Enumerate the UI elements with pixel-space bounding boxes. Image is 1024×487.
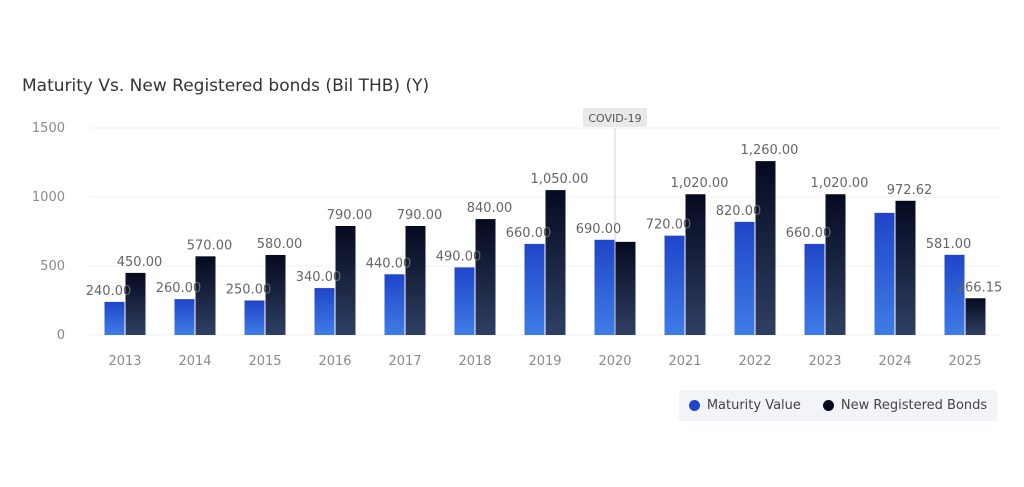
data-label: 240.00 bbox=[86, 284, 132, 299]
x-tick-label: 2021 bbox=[668, 354, 701, 369]
data-label: 490.00 bbox=[436, 249, 482, 264]
data-label: 580.00 bbox=[257, 237, 303, 252]
data-label: 660.00 bbox=[506, 226, 552, 241]
x-tick-label: 2017 bbox=[388, 354, 421, 369]
legend-item-maturity[interactable]: Maturity Value bbox=[688, 398, 801, 413]
data-label: 440.00 bbox=[366, 256, 412, 271]
legend-label-new-registered: New Registered Bonds bbox=[840, 398, 988, 413]
x-tick-label: 2022 bbox=[738, 354, 771, 369]
axes: 0 500 1000 1500 2013 2014 2015 2016 2017 2018 2019… bbox=[32, 121, 982, 369]
bar-maturity-value[interactable] bbox=[874, 212, 895, 335]
bar-maturity-value[interactable] bbox=[734, 221, 755, 335]
legend-dot-icon bbox=[822, 400, 834, 411]
bar-new-registered-bonds[interactable] bbox=[615, 241, 636, 335]
data-label: 1,020.00 bbox=[811, 176, 869, 191]
bar-maturity-value[interactable] bbox=[314, 288, 335, 335]
data-label: 250.00 bbox=[226, 283, 272, 298]
data-label: 1,050.00 bbox=[531, 172, 589, 187]
bar-maturity-value[interactable] bbox=[174, 299, 195, 335]
bar-maturity-value[interactable] bbox=[804, 243, 825, 335]
data-label: 690.00 bbox=[576, 222, 622, 237]
data-label: 260.00 bbox=[156, 281, 202, 296]
bar-maturity-value[interactable] bbox=[454, 267, 475, 335]
bar-new-registered-bonds[interactable] bbox=[965, 298, 986, 335]
chart-title: Maturity Vs. New Registered bonds (Bil T… bbox=[22, 76, 430, 96]
bar-new-registered-bonds[interactable] bbox=[125, 272, 146, 335]
bar-new-registered-bonds[interactable] bbox=[265, 254, 286, 335]
data-label: 660.00 bbox=[786, 226, 832, 241]
data-label: 570.00 bbox=[187, 238, 233, 253]
bar-new-registered-bonds[interactable] bbox=[405, 225, 426, 335]
x-tick-label: 2013 bbox=[108, 354, 141, 369]
x-tick-label: 2018 bbox=[458, 354, 491, 369]
bar-new-registered-bonds[interactable] bbox=[685, 194, 706, 335]
annotation-label: COVID-19 bbox=[588, 112, 641, 125]
x-tick-label: 2015 bbox=[248, 354, 281, 369]
bar-new-registered-bonds[interactable] bbox=[475, 219, 496, 335]
bar-maturity-value[interactable] bbox=[594, 239, 615, 335]
data-label: 581.00 bbox=[926, 237, 972, 252]
data-label: 266.15 bbox=[957, 280, 1003, 295]
bar-new-registered-bonds[interactable] bbox=[895, 200, 916, 335]
data-label: 840.00 bbox=[467, 201, 513, 216]
annotation: COVID-19 bbox=[583, 108, 647, 335]
data-label: 1,260.00 bbox=[741, 143, 799, 158]
grid-lines bbox=[90, 127, 1000, 336]
legend-item-new-registered[interactable]: New Registered Bonds bbox=[822, 398, 988, 413]
data-label: 1,020.00 bbox=[671, 176, 729, 191]
bar-maturity-value[interactable] bbox=[104, 301, 125, 335]
annotation-badge bbox=[583, 108, 647, 127]
bar-new-registered-bonds[interactable] bbox=[755, 161, 776, 335]
bar-new-registered-bonds[interactable] bbox=[195, 256, 216, 335]
y-tick-label: 0 bbox=[57, 328, 65, 343]
legend-dot-icon bbox=[688, 400, 700, 411]
bar-new-registered-bonds[interactable] bbox=[825, 194, 846, 335]
data-labels: 240.00 450.00 260.00 570.00 250.00 580.00 340.… bbox=[86, 143, 1003, 299]
bar-maturity-value[interactable] bbox=[664, 235, 685, 335]
bar-maturity-value[interactable] bbox=[944, 254, 965, 335]
data-label: 720.00 bbox=[646, 218, 692, 233]
data-label: 820.00 bbox=[716, 204, 762, 219]
data-label: 972.62 bbox=[887, 183, 933, 198]
x-tick-label: 2023 bbox=[808, 354, 841, 369]
bar-maturity-value[interactable] bbox=[524, 243, 545, 335]
x-tick-label: 2019 bbox=[528, 354, 561, 369]
y-tick-label: 500 bbox=[40, 259, 65, 274]
x-tick-label: 2016 bbox=[318, 354, 351, 369]
data-label: 340.00 bbox=[296, 270, 342, 285]
bar-new-registered-bonds[interactable] bbox=[545, 190, 566, 335]
legend-label-maturity: Maturity Value bbox=[706, 398, 801, 413]
bar-new-registered-bonds[interactable] bbox=[335, 225, 356, 335]
data-label: 450.00 bbox=[117, 255, 163, 270]
x-tick-label: 2020 bbox=[598, 354, 631, 369]
x-tick-label: 2024 bbox=[878, 354, 911, 369]
data-label: 790.00 bbox=[327, 208, 373, 223]
bars bbox=[104, 161, 986, 336]
x-tick-label: 2025 bbox=[948, 354, 981, 369]
bar-maturity-value[interactable] bbox=[384, 274, 405, 335]
x-tick-label: 2014 bbox=[178, 354, 211, 369]
data-label: 790.00 bbox=[397, 208, 443, 223]
legend: Maturity Value New Registered Bonds bbox=[679, 390, 997, 421]
y-tick-label: 1000 bbox=[32, 190, 65, 205]
y-tick-label: 1500 bbox=[32, 121, 65, 136]
bar-maturity-value[interactable] bbox=[244, 300, 265, 336]
